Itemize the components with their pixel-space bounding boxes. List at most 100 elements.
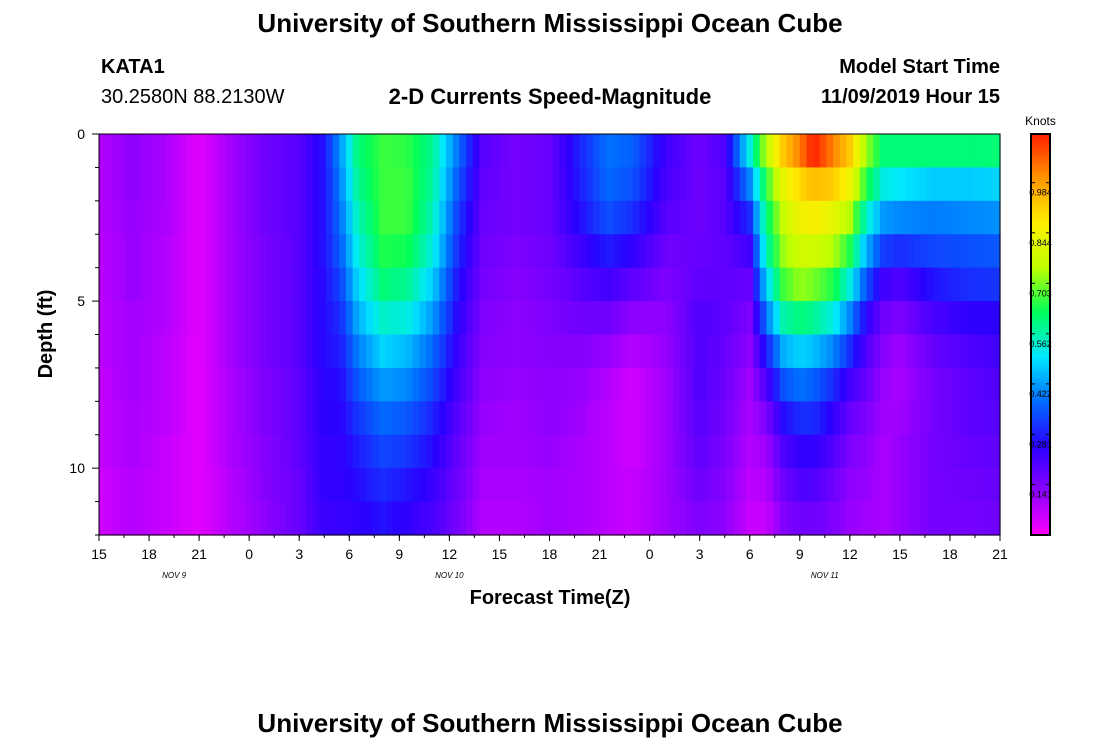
heatmap-cell xyxy=(472,401,481,436)
heatmap-cell xyxy=(419,267,427,302)
heatmap-cell xyxy=(926,200,934,235)
heatmap-cell xyxy=(205,200,214,235)
heatmap-cell xyxy=(412,200,420,235)
heatmap-cell xyxy=(319,200,327,235)
y-axis-label: Depth (ft) xyxy=(35,290,57,379)
heatmap-cell xyxy=(886,267,894,302)
heatmap-cell xyxy=(566,501,574,536)
heatmap-cell xyxy=(786,267,794,302)
heatmap-cell xyxy=(632,134,641,169)
heatmap-cell xyxy=(919,401,928,436)
heatmap-cell xyxy=(853,267,861,302)
heatmap-cell xyxy=(906,200,914,235)
station-position: 30.2580N 88.2130W xyxy=(101,86,285,108)
heatmap-cell xyxy=(979,301,988,336)
heatmap-cell xyxy=(646,200,654,235)
heatmap-cell xyxy=(619,167,627,202)
heatmap-cell xyxy=(185,334,194,369)
heatmap-cell xyxy=(365,167,374,202)
heatmap-cell xyxy=(833,167,841,202)
heatmap-cell xyxy=(699,134,707,169)
heatmap-cell xyxy=(586,134,594,169)
heatmap-cell xyxy=(953,468,961,503)
heatmap-cell xyxy=(185,200,194,235)
heatmap-cell xyxy=(773,334,781,369)
heatmap-cell xyxy=(165,334,174,369)
heatmap-cell xyxy=(639,401,647,436)
heatmap-cell xyxy=(419,134,427,169)
heatmap-cell xyxy=(639,301,647,336)
x-tick-label: 15 xyxy=(892,546,908,562)
heatmap-cell xyxy=(152,200,160,235)
heatmap-cell xyxy=(112,134,120,169)
heatmap-cell xyxy=(345,234,354,269)
heatmap-cell xyxy=(746,167,754,202)
heatmap-cell xyxy=(432,468,440,503)
heatmap-cell xyxy=(973,401,981,436)
heatmap-cell xyxy=(419,501,427,536)
x-tick-label: 21 xyxy=(191,546,207,562)
heatmap-cell xyxy=(913,167,921,202)
heatmap-cell xyxy=(132,367,140,402)
heatmap-cell xyxy=(512,234,521,269)
heatmap-cell xyxy=(132,501,140,536)
heatmap-cell xyxy=(145,334,153,369)
heatmap-cell xyxy=(285,200,294,235)
heatmap-cell xyxy=(933,200,941,235)
heatmap-cell xyxy=(692,434,701,469)
heatmap-cell xyxy=(172,367,180,402)
heatmap-cell xyxy=(739,334,747,369)
heatmap-cell xyxy=(746,200,754,235)
heatmap-cell xyxy=(372,501,380,536)
heatmap-cell xyxy=(132,234,140,269)
heatmap-cell xyxy=(119,200,127,235)
heatmap-cell xyxy=(839,134,848,169)
date-label: NOV 9 xyxy=(162,571,187,580)
heatmap-cell xyxy=(692,334,701,369)
heatmap-cell xyxy=(192,267,200,302)
heatmap-cell xyxy=(873,434,881,469)
heatmap-cell xyxy=(899,401,908,436)
heatmap-cell xyxy=(986,367,994,402)
heatmap-cell xyxy=(479,167,487,202)
heatmap-cell xyxy=(466,200,474,235)
heatmap-cell xyxy=(632,200,641,235)
heatmap-cell xyxy=(953,401,961,436)
heatmap-cell xyxy=(639,200,647,235)
heatmap-cell xyxy=(345,267,354,302)
heatmap-cell xyxy=(939,434,948,469)
heatmap-cell xyxy=(526,401,534,436)
heatmap-cell xyxy=(245,334,254,369)
heatmap-cell xyxy=(512,434,521,469)
heatmap-cell xyxy=(973,167,981,202)
heatmap-cell xyxy=(265,367,274,402)
heatmap-cell xyxy=(325,301,334,336)
heatmap-cell xyxy=(586,267,594,302)
heatmap-cell xyxy=(486,401,494,436)
heatmap-cell xyxy=(512,200,521,235)
heatmap-cell xyxy=(586,367,594,402)
heatmap-cell xyxy=(813,367,821,402)
heatmap-cell xyxy=(199,434,207,469)
heatmap-cell xyxy=(619,334,627,369)
heatmap-cell xyxy=(893,401,901,436)
heatmap-cell xyxy=(379,401,387,436)
heatmap-cell xyxy=(239,167,247,202)
heatmap-cell xyxy=(159,301,167,336)
heatmap-cell xyxy=(786,200,794,235)
heatmap-cell xyxy=(806,234,814,269)
heatmap-cell xyxy=(853,301,861,336)
heatmap-cell xyxy=(379,468,387,503)
heatmap-cell xyxy=(966,234,974,269)
heatmap-cell xyxy=(506,334,514,369)
heatmap-cell xyxy=(392,167,400,202)
x-tick-label: 18 xyxy=(542,546,558,562)
heatmap-cell xyxy=(959,200,968,235)
heatmap-cell xyxy=(225,468,234,503)
heatmap-cell xyxy=(245,468,254,503)
heatmap-cell xyxy=(939,367,948,402)
x-tick-label: 3 xyxy=(696,546,704,562)
heatmap-cell xyxy=(259,501,267,536)
heatmap-cell xyxy=(659,167,667,202)
heatmap-cell xyxy=(586,501,594,536)
